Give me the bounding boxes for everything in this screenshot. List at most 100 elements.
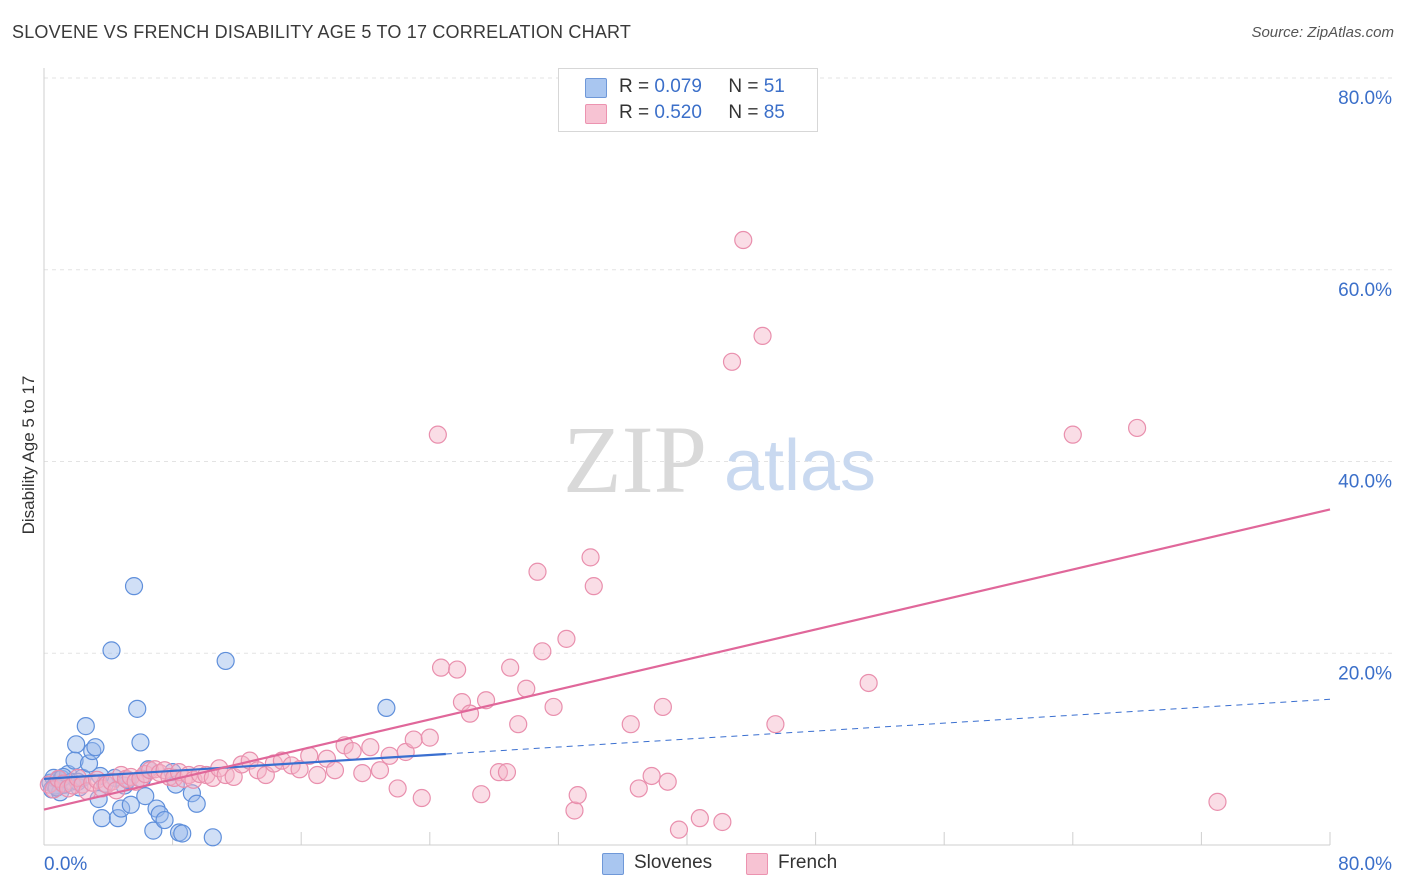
y-axis-label: Disability Age 5 to 17 bbox=[19, 376, 38, 535]
french-point bbox=[370, 761, 390, 780]
slovenes-point bbox=[136, 787, 155, 806]
chart-title: SLOVENE VS FRENCH DISABILITY AGE 5 TO 17… bbox=[12, 22, 632, 42]
slovenes-point bbox=[76, 717, 95, 736]
french-point bbox=[1208, 792, 1227, 811]
slovenes-point bbox=[92, 809, 111, 828]
legend-swatch-french bbox=[746, 853, 768, 875]
french-point bbox=[669, 820, 689, 839]
french-point bbox=[388, 779, 407, 798]
french-point bbox=[1063, 425, 1082, 444]
legend-r-value-french: 0.520 bbox=[654, 102, 702, 123]
french-point bbox=[690, 809, 709, 828]
french-point bbox=[584, 577, 603, 596]
french-point bbox=[325, 761, 345, 780]
slovenes-point bbox=[173, 824, 192, 843]
french-point bbox=[565, 801, 584, 820]
slovenes-point bbox=[150, 805, 169, 824]
french-point bbox=[509, 715, 528, 734]
legend-r-value-slovenes: 0.079 bbox=[654, 76, 702, 97]
legend-n-value-french: 85 bbox=[763, 102, 785, 123]
legend-n-value-slovenes: 51 bbox=[763, 76, 785, 97]
french-point bbox=[44, 780, 63, 799]
slovenes-series bbox=[41, 577, 396, 847]
french-point bbox=[83, 773, 102, 792]
slovenes-point bbox=[216, 651, 235, 671]
correlation-legend: R = 0.079 N = 51 R = 0.520 N = 85 bbox=[558, 68, 818, 132]
legend-label-slovenes: Slovenes bbox=[634, 852, 713, 873]
slovenes-point bbox=[182, 784, 201, 803]
slovenes-point bbox=[128, 699, 147, 718]
slovenes-point bbox=[131, 733, 150, 752]
slovenes-point bbox=[124, 577, 144, 596]
french-point bbox=[722, 352, 742, 371]
french-point bbox=[658, 772, 677, 791]
watermark: ZIP atlas bbox=[563, 406, 876, 513]
french-point bbox=[653, 697, 672, 717]
french-point bbox=[766, 715, 785, 734]
french-point bbox=[448, 660, 467, 679]
french-point bbox=[581, 548, 600, 567]
french-point bbox=[528, 562, 547, 581]
french-point bbox=[102, 772, 121, 791]
french-point bbox=[361, 738, 380, 757]
legend-swatch-french bbox=[585, 104, 607, 124]
legend-swatch-slovenes bbox=[602, 853, 624, 875]
y-tick-label: 40.0% bbox=[1338, 472, 1392, 493]
french-trend-line bbox=[43, 508, 1331, 811]
slovenes-point bbox=[112, 799, 131, 818]
slovenes-point bbox=[144, 821, 163, 840]
slovenes-point bbox=[67, 735, 86, 754]
french-point bbox=[412, 788, 431, 808]
french-point bbox=[353, 763, 372, 783]
watermark-zip: ZIP bbox=[563, 406, 707, 513]
x-tick-label-max: 80.0% bbox=[1338, 854, 1392, 875]
french-point bbox=[568, 786, 587, 805]
slovenes-point bbox=[86, 738, 105, 757]
x-tick-label-min: 0.0% bbox=[44, 854, 87, 875]
y-tick-label: 60.0% bbox=[1338, 280, 1392, 301]
french-point bbox=[1127, 418, 1147, 438]
slovenes-point bbox=[108, 809, 128, 828]
y-tick-label: 80.0% bbox=[1338, 88, 1392, 109]
slovenes-point bbox=[377, 698, 396, 717]
legend-r-label: R = bbox=[619, 102, 650, 123]
french-point bbox=[629, 779, 648, 798]
french-point bbox=[472, 785, 491, 804]
french-point bbox=[734, 230, 753, 250]
french-point bbox=[501, 658, 520, 677]
french-point bbox=[557, 629, 576, 648]
french-series bbox=[39, 230, 1227, 839]
french-point bbox=[343, 741, 362, 761]
french-point bbox=[753, 326, 772, 346]
french-point bbox=[380, 746, 399, 765]
french-point bbox=[621, 715, 640, 734]
french-point bbox=[713, 812, 732, 832]
trend-lines bbox=[43, 508, 1331, 811]
french-point bbox=[308, 765, 327, 785]
french-point bbox=[497, 763, 517, 782]
french-point bbox=[290, 760, 309, 779]
tick-labels: 20.0% 40.0% 60.0% 80.0% 0.0% 80.0% bbox=[44, 88, 1392, 875]
gridlines bbox=[44, 77, 1392, 654]
slovenes-point bbox=[102, 641, 121, 660]
legend-r-label: R = bbox=[619, 76, 650, 97]
french-point bbox=[544, 697, 563, 717]
slovenes-trend-extension bbox=[445, 698, 1331, 755]
legend-label-french: French bbox=[778, 852, 838, 873]
slovenes-trend-line bbox=[43, 752, 446, 780]
slovenes-point bbox=[187, 794, 206, 813]
watermark-atlas: atlas bbox=[724, 426, 876, 506]
y-tick-label: 20.0% bbox=[1338, 663, 1392, 684]
french-point bbox=[420, 728, 439, 747]
slovenes-point bbox=[155, 810, 174, 830]
legend-n-label: N = bbox=[728, 102, 759, 123]
french-point bbox=[533, 642, 552, 661]
french-point bbox=[431, 658, 451, 677]
axes bbox=[43, 68, 1331, 846]
french-point bbox=[97, 775, 116, 794]
slovenes-point bbox=[121, 795, 140, 814]
source-label: Source: ZipAtlas.com bbox=[1251, 24, 1394, 41]
slovenes-point bbox=[203, 828, 222, 847]
legend-swatch-slovenes bbox=[585, 78, 607, 98]
